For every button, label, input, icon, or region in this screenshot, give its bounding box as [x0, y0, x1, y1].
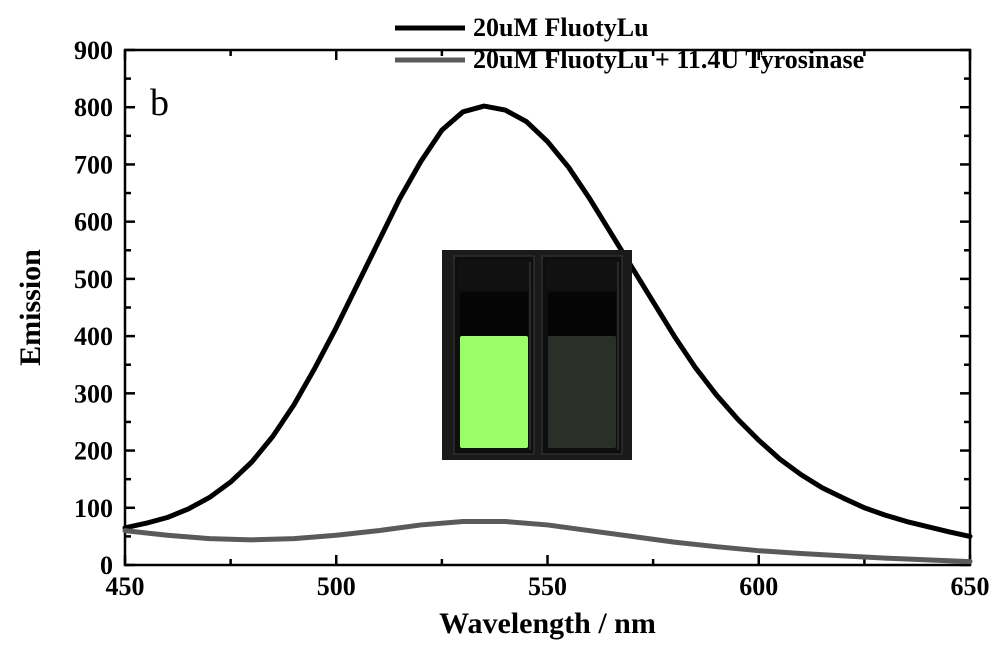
- svg-text:800: 800: [74, 93, 113, 122]
- svg-text:Wavelength / nm: Wavelength / nm: [439, 607, 656, 640]
- chart-svg: 4505005506006500100200300400500600700800…: [0, 0, 1000, 652]
- svg-text:20uM FluotyLu: 20uM FluotyLu: [473, 13, 649, 42]
- svg-text:600: 600: [739, 572, 778, 601]
- svg-text:300: 300: [74, 379, 113, 408]
- svg-text:b: b: [150, 82, 169, 124]
- svg-text:600: 600: [74, 208, 113, 237]
- svg-text:0: 0: [100, 551, 113, 580]
- svg-text:900: 900: [74, 36, 113, 65]
- svg-text:700: 700: [74, 150, 113, 179]
- svg-text:500: 500: [74, 265, 113, 294]
- svg-text:20uM FluotyLu + 11.4U Tyrosina: 20uM FluotyLu + 11.4U Tyrosinase: [473, 45, 864, 74]
- svg-text:Emission: Emission: [14, 249, 47, 366]
- svg-text:550: 550: [528, 572, 567, 601]
- svg-text:100: 100: [74, 494, 113, 523]
- emission-spectrum-chart: 4505005506006500100200300400500600700800…: [0, 0, 1000, 652]
- svg-text:400: 400: [74, 322, 113, 351]
- svg-text:650: 650: [951, 572, 990, 601]
- svg-text:500: 500: [317, 572, 356, 601]
- svg-text:200: 200: [74, 437, 113, 466]
